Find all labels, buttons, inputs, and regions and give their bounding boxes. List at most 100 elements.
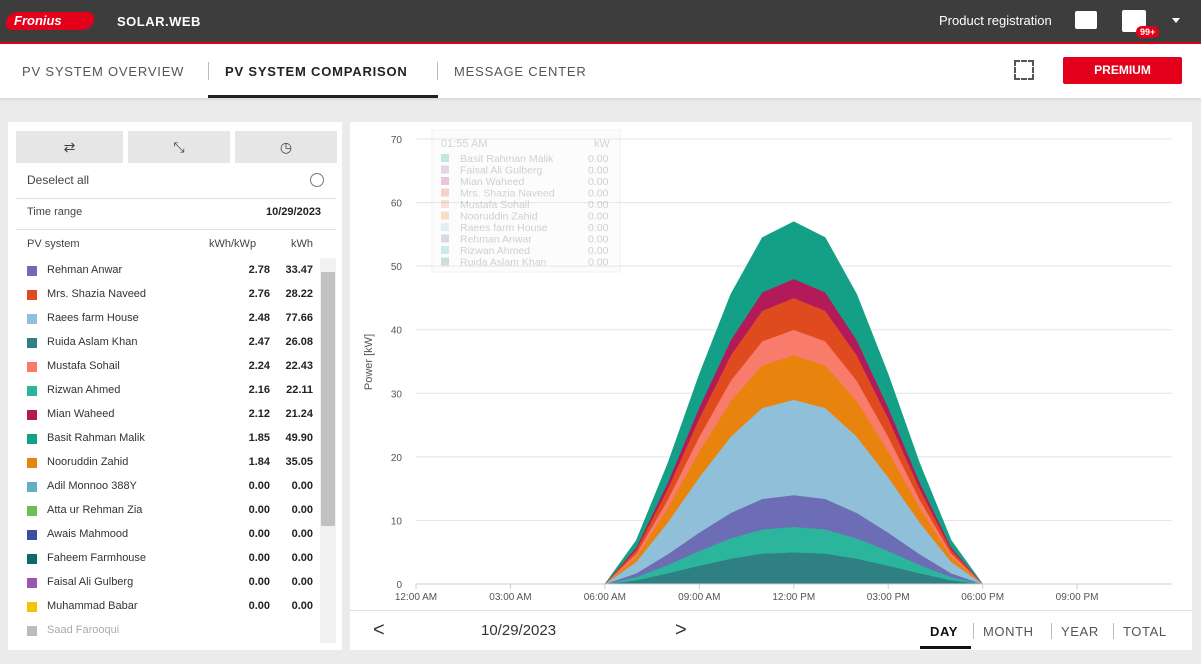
premium-button[interactable]: PREMIUM [1063,57,1182,84]
x-tick-label: 09:00 AM [678,592,720,603]
system-color[interactable] [27,530,37,540]
time-button[interactable]: ◷ [235,131,337,163]
y-tick-label: 40 [391,326,403,337]
y-tick-label: 70 [391,135,403,146]
info-icon[interactable] [310,173,324,187]
system-color[interactable] [27,434,37,444]
system-name[interactable]: Muhammad Babar [47,600,138,612]
deselect-all[interactable]: Deselect all [27,173,90,187]
system-color[interactable] [27,482,37,492]
tooltip-swatch [441,200,449,208]
system-color[interactable] [27,386,37,396]
tooltip-name: Mian Waheed [460,176,525,188]
area [416,221,1172,585]
period-tab[interactable]: TOTAL [1123,624,1167,639]
tooltip-name: Rehman Anwar [460,234,532,246]
system-name[interactable]: Faisal Ali Gulberg [47,576,134,588]
area [416,551,1172,585]
kwh: 33.47 [285,264,313,276]
system-name[interactable]: Mian Waheed [47,408,115,420]
notification-badge: 99+ [1136,26,1160,38]
logo[interactable]: Fronius [14,13,62,28]
kwh: 0.00 [291,480,313,492]
system-name[interactable]: Nooruddin Zahid [47,456,129,468]
column-header[interactable]: kWh/kWp [209,238,257,250]
y-tick-label: 50 [391,262,403,273]
system-color[interactable] [27,314,37,324]
kwh-kwp: 2.16 [248,384,270,396]
scrollbar-thumb[interactable] [321,272,335,526]
sidebar [8,122,342,650]
system-name[interactable]: Mrs. Shazia Naveed [47,288,147,300]
kwh-kwp: 2.78 [248,264,270,276]
tooltip-swatch [441,234,449,243]
system-name[interactable]: Faheem Farmhouse [47,552,147,564]
kwh: 77.66 [285,312,313,324]
period-divider [973,623,974,639]
system-color[interactable] [27,458,37,468]
column-header[interactable]: kWh [291,238,313,250]
system-color[interactable] [27,554,37,564]
expand-button[interactable]: ⤡ [128,131,230,163]
kwh: 49.90 [285,432,313,444]
system-color[interactable] [27,506,37,516]
next-button[interactable]: > [675,619,687,641]
system-color[interactable] [27,602,37,612]
system-color[interactable] [27,290,37,300]
swap-button[interactable]: ⇄ [16,131,123,163]
system-color[interactable] [27,626,37,636]
system-color[interactable] [27,266,37,276]
period-tab[interactable]: MONTH [983,624,1034,639]
active-tab-underline [208,95,438,98]
system-name[interactable]: Basit Rahman Malik [47,432,145,444]
prev-button[interactable]: < [373,619,385,641]
kwh-kwp: 2.48 [248,312,270,324]
tooltip-swatch [441,223,449,231]
system-name[interactable]: Ruida Aslam Khan [47,336,138,348]
kwh-kwp: 0.00 [248,576,270,588]
registration-icon[interactable] [1075,11,1097,29]
tooltip-value: 0.00 [588,211,609,223]
system-name[interactable]: Adil Monnoo 388Y [47,480,137,492]
system-color[interactable] [27,338,37,348]
kwh-kwp: 0.00 [248,504,270,516]
separator [16,198,336,199]
fullscreen-icon[interactable] [1014,60,1034,80]
nav-tab[interactable]: PV SYSTEM OVERVIEW [22,64,185,79]
tooltip-swatch [441,188,449,197]
tooltip-name: Mustafa Sohail [460,199,529,211]
period-divider [1051,623,1052,639]
y-tick-label: 20 [391,453,403,464]
tooltip-swatch [441,154,449,162]
nav-tab[interactable]: MESSAGE CENTER [454,64,587,79]
system-name[interactable]: Rizwan Ahmed [47,384,121,396]
nav-tab-active[interactable]: PV SYSTEM COMPARISON [225,64,408,79]
system-name[interactable]: Mustafa Sohail [47,360,120,372]
system-name[interactable]: Rehman Anwar [47,264,123,276]
system-color[interactable] [27,578,37,588]
kwh: 28.22 [285,288,313,300]
time-range-value: 10/29/2023 [266,206,322,218]
system-name[interactable]: Raees farm House [47,312,139,324]
system-name[interactable]: Awais Mahmood [47,528,129,540]
tooltip-value: 0.00 [588,153,609,165]
kwh-kwp: 2.24 [248,360,270,372]
system-color[interactable] [27,362,37,372]
x-tick-label: 12:00 PM [772,592,815,603]
nav-bar [0,44,1201,98]
product-registration[interactable]: Product registration [939,13,1052,28]
top-bar [0,0,1201,44]
column-header[interactable]: PV system [27,238,80,250]
kwh: 35.05 [285,456,313,468]
system-name[interactable]: Atta ur Rehman Zia [47,504,143,516]
period-divider [1113,623,1114,639]
system-color[interactable] [27,410,37,420]
user-menu-caret[interactable] [1172,18,1180,23]
kwh-kwp: 2.12 [248,408,270,420]
kwh-kwp: 2.47 [248,336,270,348]
tab-divider [437,62,438,80]
system-name[interactable]: Saad Farooqui [47,624,120,636]
period-tab[interactable]: YEAR [1061,624,1099,639]
kwh-kwp: 1.84 [248,456,270,468]
period-tab[interactable]: DAY [930,624,959,639]
